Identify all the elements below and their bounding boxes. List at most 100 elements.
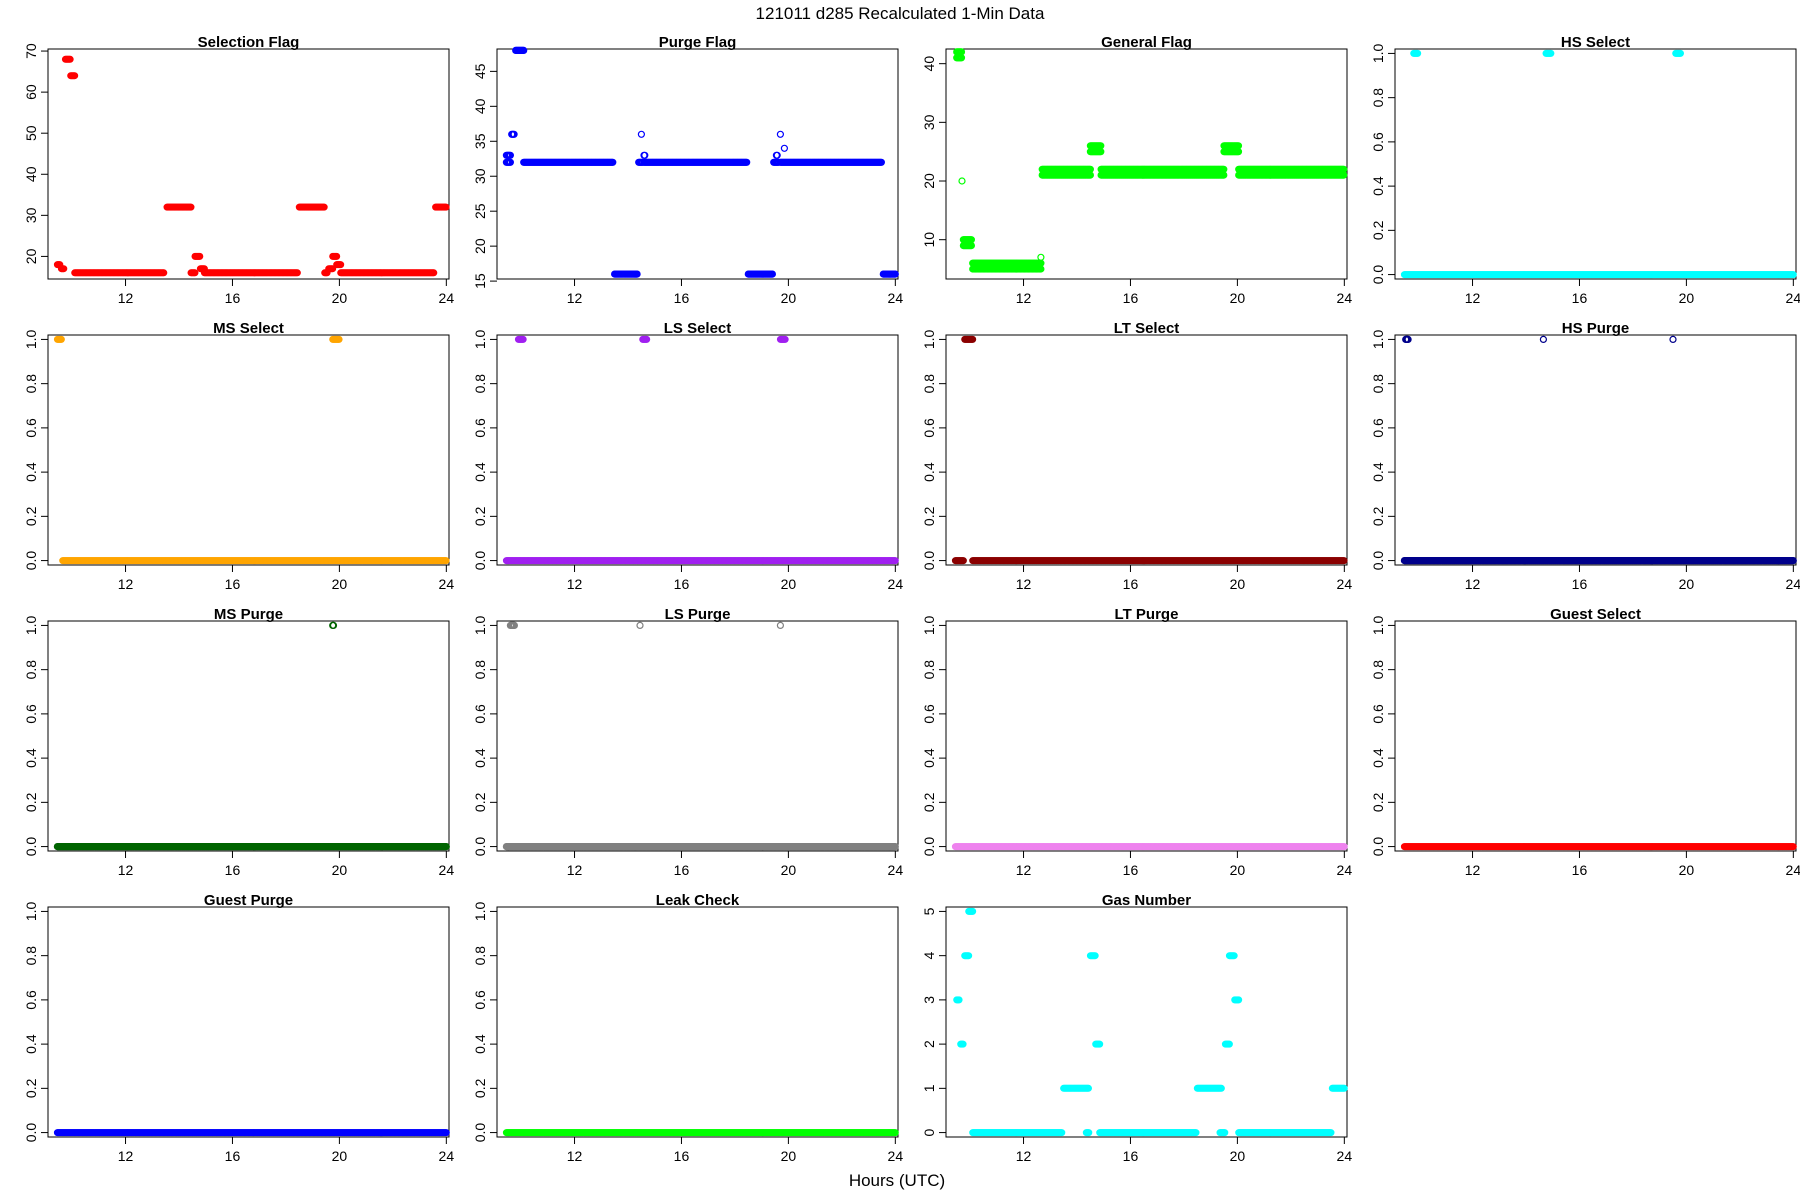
data-point xyxy=(66,55,74,63)
y-tick-label: 70 xyxy=(23,43,39,59)
data-point xyxy=(780,144,789,152)
data-point xyxy=(776,130,785,138)
data-point xyxy=(510,130,518,138)
data-point xyxy=(293,269,301,277)
y-tick-label: 0.0 xyxy=(23,837,39,857)
y-tick-label: 20 xyxy=(23,248,39,264)
data-point xyxy=(1677,49,1684,57)
x-tick-label: 20 xyxy=(1230,290,1246,306)
y-tick-label: 0.2 xyxy=(23,506,39,526)
data-point xyxy=(1340,557,1348,565)
x-tick-label: 12 xyxy=(118,862,134,878)
plot-frame xyxy=(945,48,1348,280)
data-points xyxy=(953,48,1348,273)
panel-title: General Flag xyxy=(1101,34,1192,51)
x-tick-label: 12 xyxy=(567,576,583,592)
plot-frame xyxy=(47,48,450,280)
y-tick-label: 25 xyxy=(472,203,488,219)
plot-frame xyxy=(496,48,899,280)
data-point xyxy=(320,203,328,211)
y-tick-label: 10 xyxy=(921,232,937,248)
data-point xyxy=(641,151,649,159)
y-tick-label: 0.8 xyxy=(1370,88,1386,108)
y-tick-label: 0.8 xyxy=(921,374,937,394)
y-tick-label: 1.0 xyxy=(921,329,937,349)
y-tick-label: 0.2 xyxy=(1370,220,1386,240)
data-points xyxy=(53,335,450,565)
data-point xyxy=(1789,271,1797,279)
data-point xyxy=(329,265,337,273)
y-tick-label: 40 xyxy=(472,98,488,114)
y-tick-label: 20 xyxy=(921,173,937,189)
y-tick-label: 0.0 xyxy=(1370,551,1386,571)
x-tick-label: 20 xyxy=(332,576,348,592)
x-tick-label: 16 xyxy=(225,290,241,306)
data-point xyxy=(57,335,65,343)
y-tick-label: 0.0 xyxy=(472,551,488,571)
data-points xyxy=(53,621,450,851)
y-tick-label: 0.6 xyxy=(23,418,39,438)
data-point xyxy=(71,72,79,80)
data-point xyxy=(743,158,751,166)
data-point xyxy=(609,158,617,166)
data-point xyxy=(958,177,966,185)
data-point xyxy=(442,203,450,211)
y-tick-label: 20 xyxy=(472,238,488,254)
data-points xyxy=(502,335,899,565)
x-tick-label: 16 xyxy=(674,290,690,306)
y-tick-label: 0.6 xyxy=(472,418,488,438)
x-tick-label: 24 xyxy=(1337,576,1353,592)
data-point xyxy=(643,335,651,343)
panel-title: MS Select xyxy=(213,320,284,337)
data-point xyxy=(333,252,341,260)
x-tick-label: 12 xyxy=(1465,576,1481,592)
data-point xyxy=(60,265,68,273)
y-tick-label: 0.8 xyxy=(1370,374,1386,394)
y-tick-label: 0.4 xyxy=(23,462,39,482)
y-tick-label: 30 xyxy=(23,207,39,223)
data-points xyxy=(1400,49,1797,279)
data-point xyxy=(191,269,199,277)
data-point xyxy=(969,335,977,343)
y-tick-label: 0.2 xyxy=(921,506,937,526)
data-point xyxy=(1669,335,1677,343)
y-tick-label: 40 xyxy=(921,56,937,72)
panel-title: HS Purge xyxy=(1562,320,1630,337)
data-point xyxy=(1414,49,1422,57)
panel-title: HS Select xyxy=(1561,34,1630,51)
plot-frame xyxy=(945,334,1348,566)
y-tick-label: 45 xyxy=(472,63,488,79)
x-tick-label: 24 xyxy=(439,576,455,592)
y-tick-label: 0.4 xyxy=(23,748,39,768)
data-points xyxy=(502,46,899,278)
x-tick-label: 20 xyxy=(1679,290,1695,306)
x-tick-label: 16 xyxy=(1572,290,1588,306)
data-point xyxy=(335,335,343,343)
x-tick-label: 24 xyxy=(888,576,904,592)
y-tick-label: 60 xyxy=(23,84,39,100)
panel-title: Selection Flag xyxy=(198,34,300,51)
data-point xyxy=(633,270,641,278)
x-tick-label: 16 xyxy=(1123,576,1139,592)
data-point xyxy=(442,557,450,565)
x-tick-label: 24 xyxy=(439,862,455,878)
x-tick-label: 12 xyxy=(567,290,583,306)
data-point xyxy=(637,130,646,138)
plot-frame xyxy=(496,334,899,566)
y-tick-label: 1.0 xyxy=(1370,43,1386,63)
panel-title: LS Select xyxy=(664,320,732,337)
y-tick-label: 0.4 xyxy=(921,462,937,482)
x-tick-label: 20 xyxy=(1679,576,1695,592)
data-point xyxy=(187,203,195,211)
data-point xyxy=(1037,253,1045,261)
x-tick-label: 12 xyxy=(118,290,134,306)
